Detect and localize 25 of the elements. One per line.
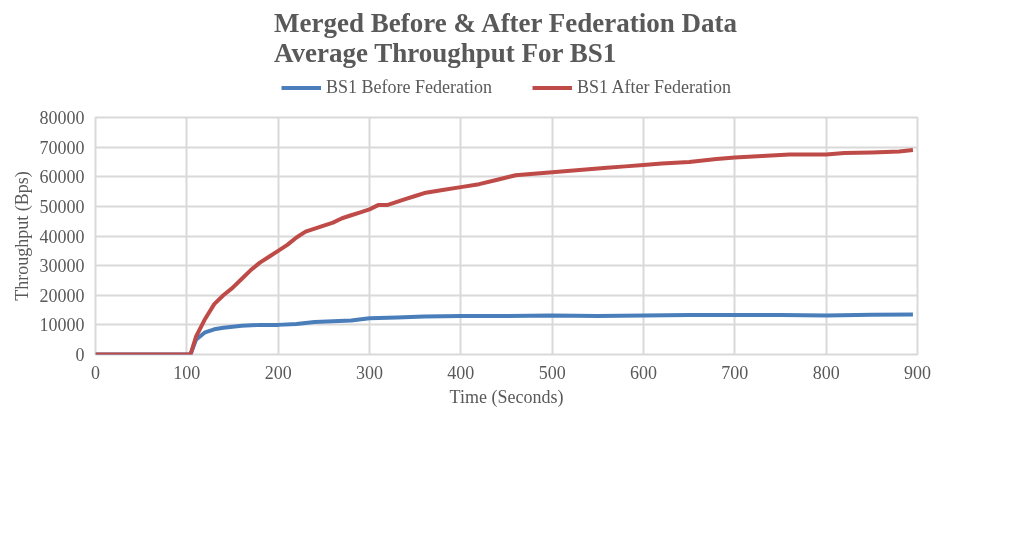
legend-label: BS1 Before Federation <box>326 76 492 98</box>
chart-title: Merged Before & After Federation Data Average Throughput For BS1 <box>273 7 738 68</box>
x-tick-label: 0 <box>91 362 100 383</box>
x-tick-label: 100 <box>173 362 201 383</box>
y-tick-label: 10000 <box>39 315 85 336</box>
x-tick-label: 200 <box>264 362 292 383</box>
y-tick-label: 40000 <box>39 226 85 247</box>
y-tick-label: 70000 <box>39 137 85 158</box>
x-tick-label: 400 <box>447 362 475 383</box>
x-tick-label: 900 <box>904 362 931 383</box>
y-tick-label: 80000 <box>39 108 85 128</box>
x-tick-label: 300 <box>356 362 383 383</box>
y-tick-label: 0 <box>75 345 85 365</box>
x-tick-label: 500 <box>538 362 566 383</box>
y-tick-label: 50000 <box>39 196 85 217</box>
line-series <box>95 148 915 355</box>
x-tick-label: 700 <box>721 362 749 383</box>
x-axis-title: Time (Seconds) <box>449 386 564 408</box>
y-tick-label: 60000 <box>39 167 85 188</box>
x-tick-label: 800 <box>812 362 840 383</box>
y-tick-label: 20000 <box>39 285 85 306</box>
legend-label: BS1 After Federation <box>576 76 731 98</box>
y-tick-label: 30000 <box>39 256 85 277</box>
x-tick-label: 600 <box>630 362 657 383</box>
y-axis-title: Throughput (Bps) <box>11 171 33 301</box>
